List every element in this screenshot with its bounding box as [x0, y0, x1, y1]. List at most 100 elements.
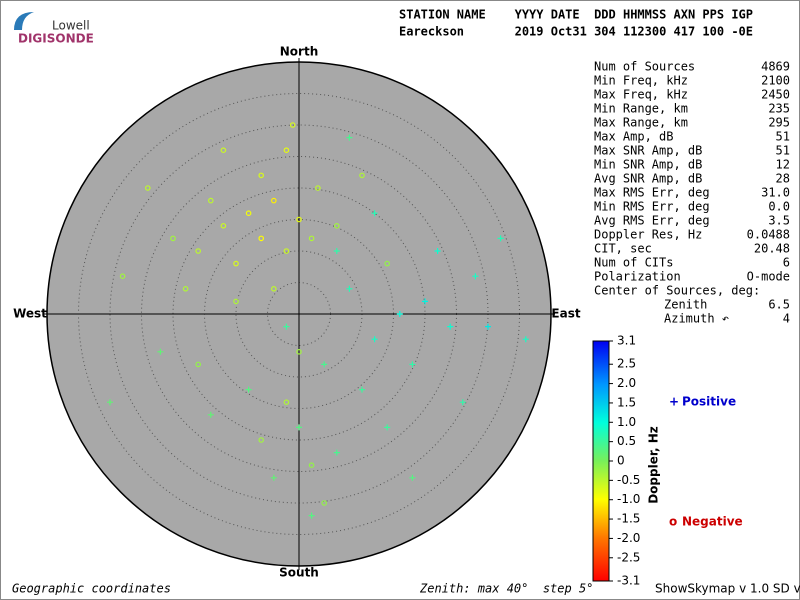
point-positive: [371, 210, 378, 217]
point-positive: [522, 336, 529, 343]
footer-right: ShowSkymap v 1.0 SD v 5.1: [655, 582, 800, 596]
stat-label: Doppler Res, Hz: [594, 228, 702, 242]
colorbar: [592, 340, 610, 582]
point-positive: [497, 235, 504, 242]
point-negative: [170, 235, 176, 242]
colorbar-tick-label: 0: [617, 454, 625, 468]
colorbar-tick-label: 1.5: [617, 395, 636, 409]
colorbar-tick-label: 2.5: [617, 357, 636, 371]
north-label: North: [280, 45, 318, 59]
point-positive: [107, 399, 113, 406]
stat-label: Num of Sources: [594, 60, 695, 74]
point-negative: [245, 210, 252, 217]
stat-value: 235: [768, 102, 790, 116]
colorbar-tick-label: -0.5: [617, 473, 640, 487]
point-positive: [308, 512, 315, 519]
stat-value: 3.5: [768, 214, 790, 228]
footer-left: Geographic coordinates: [12, 582, 171, 596]
center-label: Zenith: [664, 298, 707, 312]
stat-value: 2450: [761, 88, 790, 102]
point-positive: [371, 336, 378, 343]
stat-value: 51: [776, 130, 790, 144]
colorbar-tick-label: 3.1: [617, 334, 636, 348]
point-negative: [270, 285, 277, 292]
point-negative: [359, 172, 365, 179]
colorbar-tick-label: -1.5: [617, 512, 640, 526]
stat-label: Min SNR Amp, dB: [594, 158, 702, 172]
point-negative: [145, 185, 151, 191]
point-positive: [157, 348, 164, 355]
center-label: Azimuth ↶: [664, 312, 729, 326]
stat-label: Max SNR Amp, dB: [594, 144, 702, 158]
point-negative: [220, 223, 227, 229]
point-negative: [283, 248, 290, 254]
point-positive: [459, 399, 466, 406]
stat-value: 6: [783, 256, 790, 270]
stat-value: 4869: [761, 60, 790, 74]
point-negative: [270, 197, 277, 204]
legend-label: Positive: [682, 395, 736, 409]
point-positive: [384, 424, 391, 431]
point-positive: [396, 311, 403, 317]
point-positive: [333, 248, 340, 254]
stat-label: Min RMS Err, deg: [594, 200, 710, 214]
point-positive: [346, 285, 353, 292]
stat-value: O-mode: [747, 270, 790, 284]
stat-value: 0.0: [768, 200, 790, 214]
point-positive: [270, 474, 277, 481]
point-positive: [409, 361, 416, 368]
stat-label: Polarization: [594, 270, 681, 284]
stat-label: CIT, sec: [594, 242, 652, 256]
point-positive: [296, 424, 302, 431]
west-label: West: [13, 307, 47, 321]
point-negative: [119, 273, 126, 280]
stat-label: Num of CITs: [594, 256, 673, 270]
center-value: 6.5: [768, 298, 790, 312]
point-positive: [283, 323, 290, 330]
colorbar-tick-label: -3.1: [617, 574, 640, 588]
point-negative: [283, 147, 290, 154]
point-positive: [434, 248, 441, 254]
point-positive: [422, 298, 428, 305]
stat-label: Max Range, km: [594, 116, 688, 130]
stat-value: 31.0: [761, 186, 790, 200]
point-negative: [258, 437, 265, 443]
point-negative: [321, 500, 328, 506]
stat-value: 2100: [761, 74, 790, 88]
point-negative: [333, 223, 340, 229]
legend-marker: +: [669, 395, 679, 409]
footer-middle: Zenith: max 40° step 5°: [419, 582, 593, 596]
point-negative: [308, 462, 315, 469]
colorbar-label: Doppler, Hz: [647, 426, 661, 504]
stat-value: 0.0488: [747, 228, 790, 242]
stat-value: 28: [776, 172, 790, 186]
legend-marker: o: [669, 515, 677, 529]
colorbar-tick-label: -1.0: [617, 492, 640, 506]
point-negative: [289, 122, 296, 128]
point-negative: [384, 260, 391, 267]
point-negative: [296, 348, 302, 355]
point-negative: [208, 197, 214, 204]
logo-line1: Lowell: [52, 19, 90, 33]
logo-line2: DIGISONDE: [18, 32, 94, 46]
center-title: Center of Sources, deg:: [594, 284, 760, 298]
logo-swoosh: [14, 12, 34, 30]
point-positive: [333, 449, 340, 456]
colorbar-tick-label: 1.0: [617, 415, 636, 429]
point-positive: [359, 386, 365, 393]
point-positive: [485, 323, 491, 330]
point-negative: [182, 285, 189, 292]
stat-label: Avg RMS Err, deg: [594, 214, 710, 228]
colorbar-tick-label: 2.0: [617, 376, 636, 390]
point-negative: [195, 361, 202, 368]
stat-label: Avg SNR Amp, dB: [594, 172, 702, 186]
center-value: 4: [783, 312, 790, 326]
point-negative: [195, 248, 202, 254]
point-positive: [447, 323, 454, 330]
point-positive: [321, 361, 328, 368]
point-negative: [258, 172, 265, 179]
south-label: South: [279, 566, 319, 580]
point-negative: [258, 235, 265, 242]
stat-value: 295: [768, 116, 790, 130]
